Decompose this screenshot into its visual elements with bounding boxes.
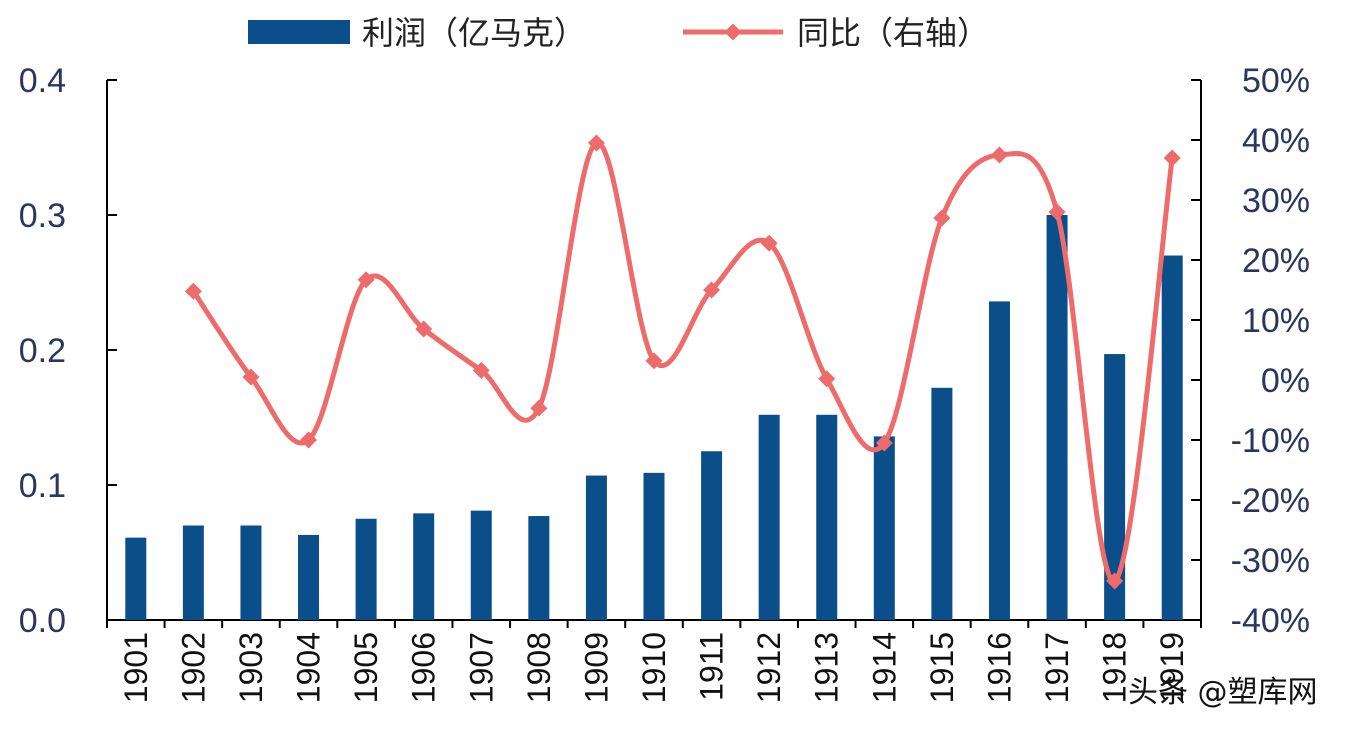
- line-point-marker: [357, 271, 375, 289]
- left-tick-label: 0.1: [19, 467, 66, 505]
- right-tick-label: -30%: [1231, 542, 1310, 580]
- x-tick-label: 1914: [866, 632, 902, 703]
- bar: [701, 451, 723, 620]
- right-tick-label: 40%: [1242, 122, 1310, 160]
- bar: [931, 387, 953, 620]
- watermark: 头条 @塑库网: [1128, 675, 1318, 710]
- bar: [988, 301, 1010, 620]
- bar: [585, 475, 607, 620]
- x-tick-label: 1905: [348, 632, 384, 703]
- line-point-marker: [933, 209, 951, 227]
- legend-line-marker: [724, 23, 742, 41]
- line-point-marker: [760, 234, 778, 252]
- x-tick-label: 1916: [981, 632, 1017, 703]
- legend-bar-label: 利润（亿马克）: [362, 14, 586, 52]
- right-tick-label: 30%: [1242, 182, 1310, 220]
- line-point-marker: [242, 368, 260, 386]
- axes: 0.0 0.1 0.2 0.3 0.4 -40% -30% -20% -10% 0% 10% 20% 3…: [19, 62, 1310, 640]
- bar: [528, 516, 550, 620]
- line-point-marker: [645, 352, 663, 370]
- x-tick-label: 1917: [1039, 632, 1075, 703]
- x-tick-label: 1909: [578, 632, 614, 703]
- x-tick-label: 1913: [809, 632, 845, 703]
- line-point-marker: [990, 146, 1008, 164]
- right-tick-label: 50%: [1242, 62, 1310, 100]
- bar: [816, 414, 838, 620]
- right-tick-label: -40%: [1231, 602, 1310, 640]
- x-tick-label: 1908: [521, 632, 557, 703]
- line-point-marker: [1106, 572, 1124, 590]
- bar: [1161, 255, 1183, 620]
- x-tick-label: 1919: [1154, 632, 1190, 703]
- bar: [1046, 215, 1068, 620]
- x-tick-label: 1904: [291, 632, 327, 703]
- right-tick-label: -10%: [1231, 422, 1310, 460]
- bar: [1104, 354, 1126, 620]
- x-tick-label: 1911: [694, 632, 730, 701]
- legend-bar-swatch: [248, 20, 350, 44]
- right-tick-label: 20%: [1242, 242, 1310, 280]
- line-series: [184, 134, 1181, 590]
- bar: [298, 534, 320, 620]
- bar: [643, 472, 665, 620]
- x-tick-label: 1902: [175, 632, 211, 703]
- line-point-marker: [472, 361, 490, 379]
- right-tick-label: 10%: [1242, 302, 1310, 340]
- left-tick-label: 0.0: [19, 602, 66, 640]
- x-tick-label: 1910: [636, 632, 672, 703]
- x-tick-label: 1907: [463, 632, 499, 703]
- line-point-marker: [530, 399, 548, 417]
- bar: [413, 513, 435, 620]
- x-tick-label: 1915: [924, 632, 960, 703]
- bar-series: [125, 215, 1183, 620]
- bar: [355, 518, 377, 620]
- line-point-marker: [703, 281, 721, 299]
- x-tick-label: 1903: [233, 632, 269, 703]
- bar: [240, 525, 262, 620]
- line-point-marker: [415, 320, 433, 338]
- bar: [182, 525, 204, 620]
- legend-line-label: 同比（右轴）: [797, 14, 989, 52]
- bar: [125, 537, 147, 620]
- right-tick-label: 0%: [1261, 362, 1310, 400]
- line-point-marker: [184, 282, 202, 300]
- x-tick-label: 1918: [1097, 632, 1133, 703]
- line-point-marker: [587, 134, 605, 152]
- yoy-line: [191, 140, 1175, 584]
- bar: [470, 510, 492, 620]
- left-tick-label: 0.3: [19, 197, 66, 235]
- x-tick-label: 1901: [118, 632, 154, 703]
- line-point-marker: [300, 431, 318, 449]
- line-point-marker: [818, 370, 836, 388]
- legend: 利润（亿马克） 同比（右轴）: [248, 14, 989, 52]
- x-tick-label: 1912: [751, 632, 787, 703]
- x-tick-label: 1906: [406, 632, 442, 703]
- bar: [873, 436, 895, 620]
- x-tick-labels: 1901 1902 1903 1904 1905 1906 1907 1908 1909 1910…: [118, 632, 1190, 703]
- left-tick-label: 0.4: [19, 62, 66, 100]
- line-point-marker: [1163, 149, 1181, 167]
- right-tick-label: -20%: [1231, 482, 1310, 520]
- bar: [758, 414, 780, 620]
- left-tick-label: 0.2: [19, 332, 66, 370]
- line-point-marker: [875, 434, 893, 452]
